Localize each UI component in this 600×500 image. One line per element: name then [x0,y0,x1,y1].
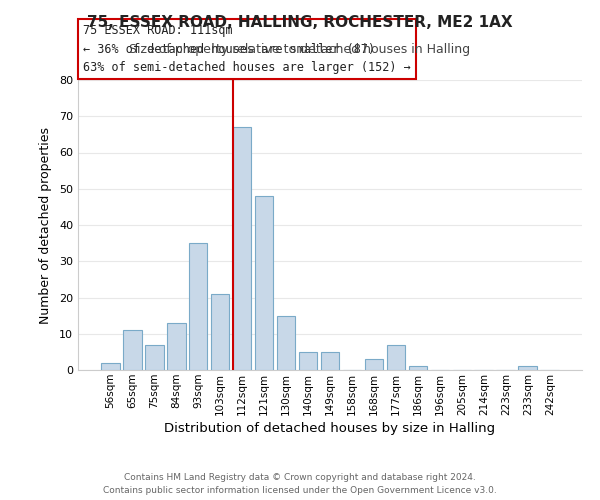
Bar [123,330,142,370]
Bar [365,359,383,370]
Text: 75 ESSEX ROAD: 111sqm
← 36% of detached houses are smaller (87)
63% of semi-deta: 75 ESSEX ROAD: 111sqm ← 36% of detached … [83,24,411,74]
X-axis label: Distribution of detached houses by size in Halling: Distribution of detached houses by size … [164,422,496,435]
Bar [299,352,317,370]
Bar [145,344,164,370]
Bar [189,243,208,370]
Bar [255,196,274,370]
Text: Contains HM Land Registry data © Crown copyright and database right 2024.
Contai: Contains HM Land Registry data © Crown c… [103,474,497,495]
Y-axis label: Number of detached properties: Number of detached properties [39,126,52,324]
Text: 75, ESSEX ROAD, HALLING, ROCHESTER, ME2 1AX: 75, ESSEX ROAD, HALLING, ROCHESTER, ME2 … [87,15,513,30]
Bar [101,363,119,370]
Bar [211,294,229,370]
Bar [167,323,185,370]
Bar [409,366,427,370]
Text: Size of property relative to detached houses in Halling: Size of property relative to detached ho… [130,42,470,56]
Bar [518,366,537,370]
Bar [320,352,340,370]
Bar [277,316,295,370]
Bar [386,344,405,370]
Bar [233,127,251,370]
